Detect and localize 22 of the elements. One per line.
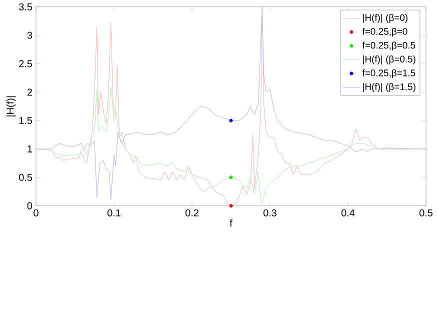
x-tick-label: 0.1 bbox=[107, 209, 120, 216]
x-axis-title: f bbox=[230, 219, 232, 227]
x-tick-label: 0.2 bbox=[185, 209, 198, 216]
x-tick-label: 0.3 bbox=[263, 209, 276, 216]
y-tick-label: 2 bbox=[27, 88, 32, 96]
y-tick-label: 0 bbox=[27, 202, 32, 210]
x-tick-label: 0.5 bbox=[419, 209, 432, 216]
legend-label: f=0.25,β=1.5 bbox=[362, 69, 416, 78]
legend-label: |H(f)| (β=0.5) bbox=[363, 56, 416, 64]
legend-label: f=0.25,β=0 bbox=[362, 28, 408, 37]
y-tick-label: 3.5 bbox=[19, 3, 32, 10]
legend-label: |H(f)| (β=1.5) bbox=[363, 83, 416, 92]
y-tick-label: 2.5 bbox=[19, 60, 32, 68]
y-tick-label: 3 bbox=[27, 32, 32, 39]
y-tick-label: 1.5 bbox=[19, 117, 32, 124]
legend-label: f=0.25,β=0.5 bbox=[362, 42, 416, 51]
x-tick-label: 0 bbox=[34, 209, 38, 216]
y-axis-title: |H(f)| bbox=[6, 96, 16, 116]
x-tick-label: 0.4 bbox=[341, 209, 355, 216]
y-tick-label: 0.5 bbox=[19, 174, 32, 182]
legend-label: |H(f)| (β=0) bbox=[363, 14, 408, 23]
y-tick-label: 1 bbox=[28, 146, 32, 152]
